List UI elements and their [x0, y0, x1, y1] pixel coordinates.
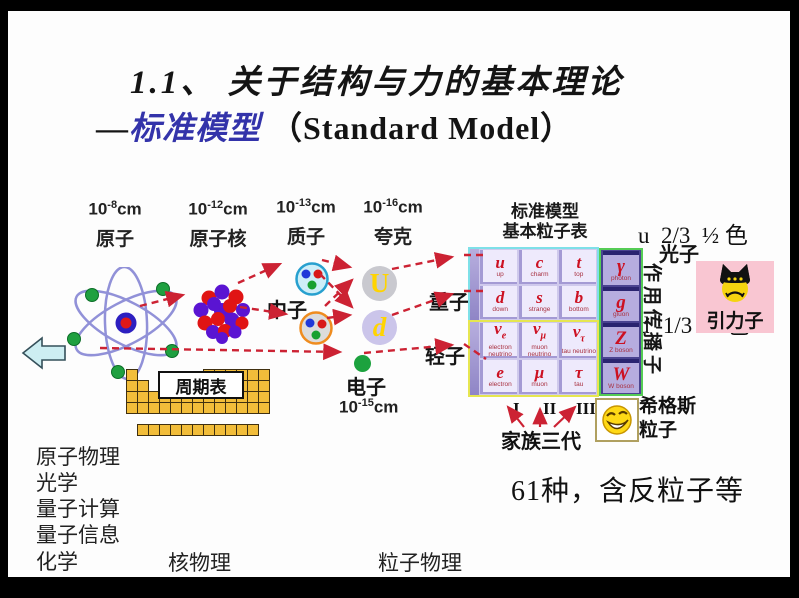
title-dash: —: [96, 110, 129, 146]
title-standard-model-en: （Standard Model）: [261, 110, 574, 146]
sm-table-header: 标准模型 基本粒子表: [502, 202, 588, 241]
quark-section-edge: [470, 249, 479, 320]
field-nuclear-physics: 核物理: [168, 551, 231, 575]
cell-bottom: b bottom: [558, 285, 596, 319]
scale-proton: 10-13cm 质子: [276, 197, 336, 248]
cell-electron: e electron: [480, 359, 518, 394]
cell-top: t top: [558, 250, 596, 284]
quark-section: u up c charm t top d down s strange b bottom: [468, 247, 599, 322]
higgs-smiley-icon: [602, 405, 632, 435]
baryon-label: 重子: [429, 292, 469, 314]
generation-1: I: [513, 399, 520, 418]
left-block-arrow-icon: [21, 336, 66, 370]
field-optics: 光学: [36, 471, 78, 495]
field-quantum-computing: 量子计算: [36, 497, 120, 521]
field-chemistry: 化学: [36, 550, 78, 574]
slide-title-line2: —标准模型 （Standard Model）: [96, 103, 573, 149]
cell-muon-neutrino: νμ muon neutrino: [519, 323, 557, 358]
neutron-label: 中子: [267, 300, 307, 322]
scale-nucleus: 10-12cm 原子核: [188, 199, 248, 250]
cell-tau-neutrino: ντ tau neutrino: [558, 323, 596, 358]
electron-scale: 10-15cm: [339, 397, 399, 417]
periodic-table-label: 周期表: [158, 371, 244, 399]
cell-tau: τ tau: [558, 359, 596, 394]
generation-3: III: [576, 399, 596, 418]
scale-quark: 10-16cm 夸克: [363, 197, 423, 248]
cell-down: d down: [480, 285, 518, 319]
u-quark-note: u 2/3 ½ 色: [638, 223, 748, 248]
graviton-box: 引力子: [696, 261, 774, 333]
cell-strange: s strange: [519, 285, 557, 319]
higgs-label: 希格斯 粒子: [639, 396, 697, 441]
graviton-batman-icon: [720, 263, 750, 302]
generation-2: II: [543, 399, 557, 418]
force-carrier-label: 作用传播子: [641, 263, 662, 379]
field-atomic-physics: 原子物理: [36, 445, 120, 469]
field-quantum-information: 量子信息: [36, 523, 120, 547]
electron-dot-icon: [354, 355, 371, 372]
field-particle-physics: 粒子物理: [378, 551, 462, 575]
d-quark-disc: d: [362, 310, 397, 345]
scale-atom: 10-8cm 原子: [88, 199, 142, 250]
family-generations-label: 家族三代: [501, 431, 581, 453]
title-standard-model-cn: 标准模型: [129, 110, 262, 146]
graviton-label: 引力子: [706, 310, 764, 332]
atom-diagram-icon: [67, 267, 179, 381]
particle-count-note: 61种，含反粒子等: [511, 476, 745, 507]
nucleus-diagram-icon: [193, 284, 250, 344]
cell-gluon: g gluon: [603, 287, 639, 321]
cell-electron-neutrino: νe electron neutrino: [480, 323, 518, 358]
slide-canvas: 1.1、 关于结构与力的基本理论 —标准模型 （Standard Model） …: [8, 11, 790, 577]
u-quark-disc: U: [362, 266, 397, 301]
higgs-box: [595, 398, 639, 442]
cell-muon: μ muon: [519, 359, 557, 394]
lepton-label: 轻子: [425, 346, 465, 368]
cell-charm: c charm: [519, 250, 557, 284]
lepton-section-edge: [470, 322, 479, 395]
standard-model-table: u up c charm t top d down s strange b bottom ν…: [468, 247, 643, 397]
electron-label: 电子: [346, 377, 386, 399]
photon-label: 光子: [659, 244, 699, 266]
cell-up: u up: [480, 250, 518, 284]
proton-diagram-icon: [295, 262, 329, 296]
neutron-diagram-icon: [299, 311, 333, 345]
slide-title-line1: 1.1、 关于结构与力的基本理论: [130, 65, 624, 101]
cell-photon: γ photon: [603, 251, 639, 285]
lepton-section: νe electron neutrino νμ muon neutrino ντ ta…: [468, 320, 599, 397]
